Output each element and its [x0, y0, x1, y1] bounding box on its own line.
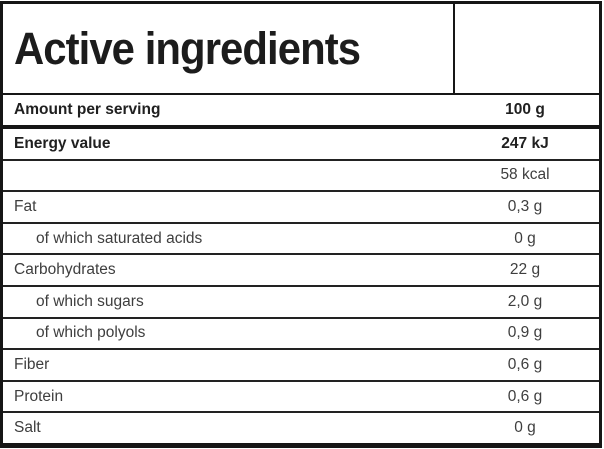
table-row-protein: Protein 0,6 g — [3, 382, 599, 414]
row-value: 22 g — [509, 261, 541, 279]
column-header-label: Amount per serving — [14, 101, 161, 118]
table-row-polyols: of which polyols 0,9 g — [3, 319, 599, 351]
row-value: 0 g — [514, 229, 536, 247]
row-value: 58 kcal — [500, 166, 550, 184]
row-label: Fiber — [14, 355, 50, 373]
title-spacer-cell — [455, 4, 599, 93]
row-value: 0 g — [514, 419, 536, 437]
title-row: Active ingredients — [3, 4, 599, 95]
table-row-energy-kj: Energy value 247 kJ — [3, 129, 599, 161]
table-row-saturated-acids: of which saturated acids 0 g — [3, 224, 599, 256]
row-label: Fat — [14, 197, 37, 215]
table-row-fiber: Fiber 0,6 g — [3, 350, 599, 382]
table-row-sugars: of which sugars 2,0 g — [3, 287, 599, 319]
column-header-row: Amount per serving 100 g — [3, 95, 599, 129]
row-label: Salt — [14, 419, 41, 437]
row-label: Energy value — [14, 134, 111, 152]
row-value: 2,0 g — [507, 292, 543, 310]
row-value: 0,3 g — [507, 197, 543, 215]
table-row-fat: Fat 0,3 g — [3, 192, 599, 224]
page-title: Active ingredients — [14, 22, 361, 74]
table-row-carbohydrates: Carbohydrates 22 g — [3, 255, 599, 287]
row-label: Carbohydrates — [14, 261, 116, 279]
row-value: 247 kJ — [501, 134, 549, 152]
table-body: Energy value 247 kJ 58 kcal Fat 0,3 g of… — [3, 129, 599, 443]
row-label: of which polyols — [36, 324, 146, 342]
column-header-value: 100 g — [505, 101, 545, 118]
row-value: 0,6 g — [507, 355, 543, 373]
table-row-energy-kcal: 58 kcal — [3, 161, 599, 193]
row-value: 0,9 g — [507, 324, 543, 342]
row-label: of which sugars — [36, 292, 144, 310]
row-value: 0,6 g — [507, 387, 543, 405]
table-row-salt: Salt 0 g — [3, 413, 599, 443]
row-label: Protein — [14, 387, 64, 405]
title-cell: Active ingredients — [3, 4, 455, 93]
row-label: of which saturated acids — [36, 229, 203, 247]
